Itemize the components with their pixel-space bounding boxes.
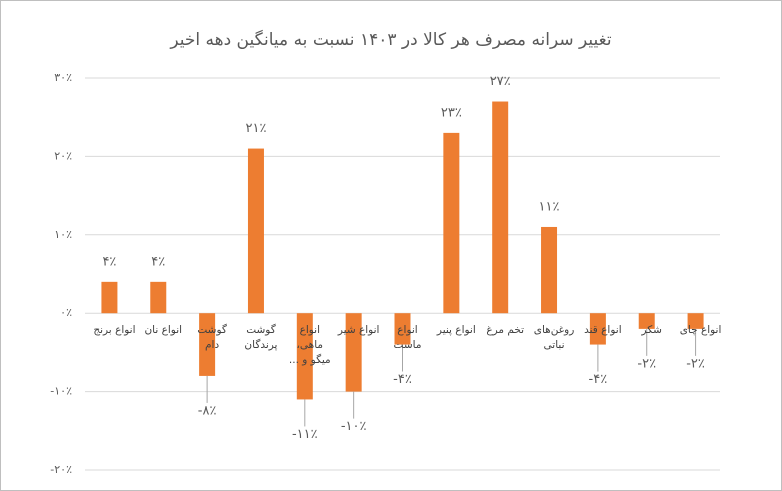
value-label: -۲٪ [686, 356, 705, 371]
y-tick-label: ۰٪ [60, 306, 72, 319]
y-tick-label: ۲۰٪ [54, 149, 72, 162]
bar [345, 313, 362, 392]
value-label: -۸٪ [198, 403, 217, 418]
bar [541, 226, 558, 314]
bar [296, 313, 313, 400]
y-tick-label: -۲۰٪ [50, 463, 72, 476]
bar [589, 313, 606, 345]
bar [492, 101, 509, 314]
bar [101, 281, 118, 314]
bar [638, 313, 655, 329]
value-label: ۲۱٪ [245, 121, 266, 136]
bar [150, 281, 167, 314]
x-tick-label: انواع قند [584, 324, 622, 337]
x-tick-label: شکر [641, 324, 662, 337]
value-label: -۴٪ [393, 372, 412, 387]
value-label: ۲۷٪ [490, 74, 511, 89]
bar [687, 313, 704, 329]
value-label: ۴٪ [151, 254, 165, 269]
bar [394, 313, 411, 345]
value-label: ۲۳٪ [441, 105, 462, 120]
y-tick-label: ۳۰٪ [54, 71, 72, 84]
x-tick-label: انواع ماست [393, 324, 422, 352]
x-tick-label: انواع ماهی، میگو و ... [288, 324, 331, 367]
bar [443, 132, 460, 314]
x-tick-label: تخم مرغ [486, 324, 525, 337]
x-tick-label: انواع پنیر [436, 324, 476, 337]
value-label: -۱۱٪ [292, 427, 318, 442]
bar [199, 313, 216, 376]
value-label: -۲٪ [637, 356, 656, 371]
x-tick-label: انواع شیر [337, 324, 380, 337]
value-label: -۱۰٪ [341, 419, 367, 434]
x-tick-label: انواع برنج [93, 324, 136, 337]
value-label: ۴٪ [102, 254, 116, 269]
bar [247, 148, 264, 314]
y-tick-label: ۱۰٪ [54, 228, 72, 241]
x-tick-label: گوشت پرندگان [244, 324, 278, 352]
x-tick-label: انواع چای [679, 324, 722, 337]
x-tick-label: روغن‌های نباتی [533, 324, 575, 352]
x-tick-label: انواع نان [144, 324, 183, 337]
chart-title: تغییر سرانه مصرف هر کالا در ۱۴۰۳ نسبت به… [169, 29, 612, 50]
value-label: -۴٪ [589, 372, 608, 387]
x-tick-label: گوشت دام [197, 324, 227, 352]
y-tick-label: -۱۰٪ [50, 385, 72, 398]
value-label: ۱۱٪ [539, 199, 560, 214]
